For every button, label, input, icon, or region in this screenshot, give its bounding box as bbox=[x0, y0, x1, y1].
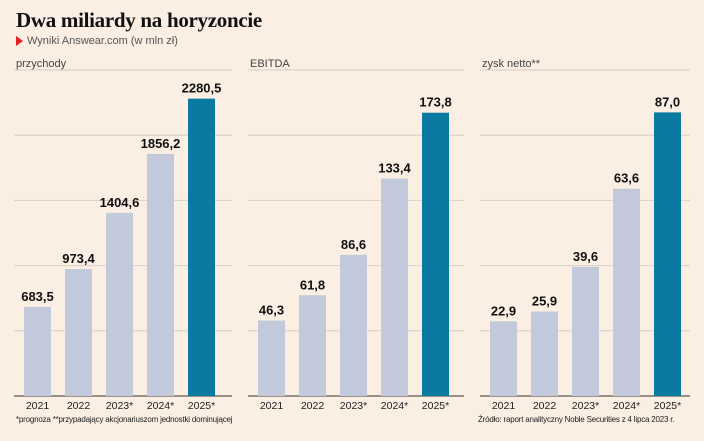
data-label: 22,9 bbox=[491, 303, 516, 318]
bar bbox=[654, 112, 681, 396]
tick-label: 2023* bbox=[106, 400, 133, 412]
bar bbox=[24, 306, 51, 396]
tick-label: 2021 bbox=[492, 400, 516, 412]
panel-title-net-profit: zysk netto** bbox=[482, 58, 541, 70]
bar bbox=[572, 266, 599, 396]
chart-subtitle: Wyniki Answear.com (w mln zł) bbox=[16, 35, 178, 47]
data-label: 1856,2 bbox=[141, 136, 181, 151]
tick-label: 2021 bbox=[26, 400, 50, 412]
subtitle-text: Wyniki Answear.com (w mln zł) bbox=[27, 35, 178, 47]
tick-label: 2022 bbox=[533, 400, 557, 412]
bar bbox=[422, 112, 449, 397]
tick-label: 2025* bbox=[654, 400, 681, 412]
data-label: 61,8 bbox=[300, 277, 325, 292]
data-label: 173,8 bbox=[419, 95, 452, 110]
tick-label: 2023* bbox=[340, 400, 367, 412]
chart-title: Dwa miliardy na horyzoncie bbox=[16, 8, 262, 32]
tick-label: 2024* bbox=[613, 400, 640, 412]
bar bbox=[188, 98, 215, 396]
tick-label: 2024* bbox=[381, 400, 408, 412]
tick-label: 2022 bbox=[301, 400, 325, 412]
data-label: 86,6 bbox=[341, 237, 366, 252]
bar bbox=[613, 188, 640, 396]
data-label: 1404,6 bbox=[100, 195, 140, 210]
bar bbox=[65, 269, 92, 396]
data-label: 87,0 bbox=[655, 94, 680, 109]
bar bbox=[490, 321, 517, 396]
tick-label: 2021 bbox=[260, 400, 284, 412]
bar bbox=[147, 153, 174, 396]
bar bbox=[106, 212, 133, 396]
data-label: 63,6 bbox=[614, 171, 639, 186]
tick-label: 2025* bbox=[188, 400, 215, 412]
footnote-left: *prognoza **przypadający akcjonariuszom … bbox=[16, 415, 233, 424]
data-label: 973,4 bbox=[62, 251, 95, 266]
tick-label: 2024* bbox=[147, 400, 174, 412]
footnote-source: Źródło: raport analityczny Noble Securit… bbox=[478, 415, 675, 424]
tick-label: 2023* bbox=[572, 400, 599, 412]
data-label: 46,3 bbox=[259, 303, 284, 318]
red-triangle-icon bbox=[16, 36, 23, 46]
data-label: 25,9 bbox=[532, 294, 557, 309]
tick-label: 2022 bbox=[67, 400, 91, 412]
data-label: 683,5 bbox=[21, 289, 54, 304]
tick-label: 2025* bbox=[422, 400, 449, 412]
bar bbox=[299, 295, 326, 396]
data-label: 39,6 bbox=[573, 249, 598, 264]
data-label: 133,4 bbox=[378, 161, 411, 176]
panel-title-revenue: przychody bbox=[16, 58, 67, 70]
bar bbox=[381, 178, 408, 396]
panel-title-ebitda: EBITDA bbox=[250, 58, 290, 70]
bar bbox=[531, 311, 558, 396]
data-label: 2280,5 bbox=[182, 81, 222, 96]
bar bbox=[340, 254, 367, 396]
bar bbox=[258, 320, 285, 396]
